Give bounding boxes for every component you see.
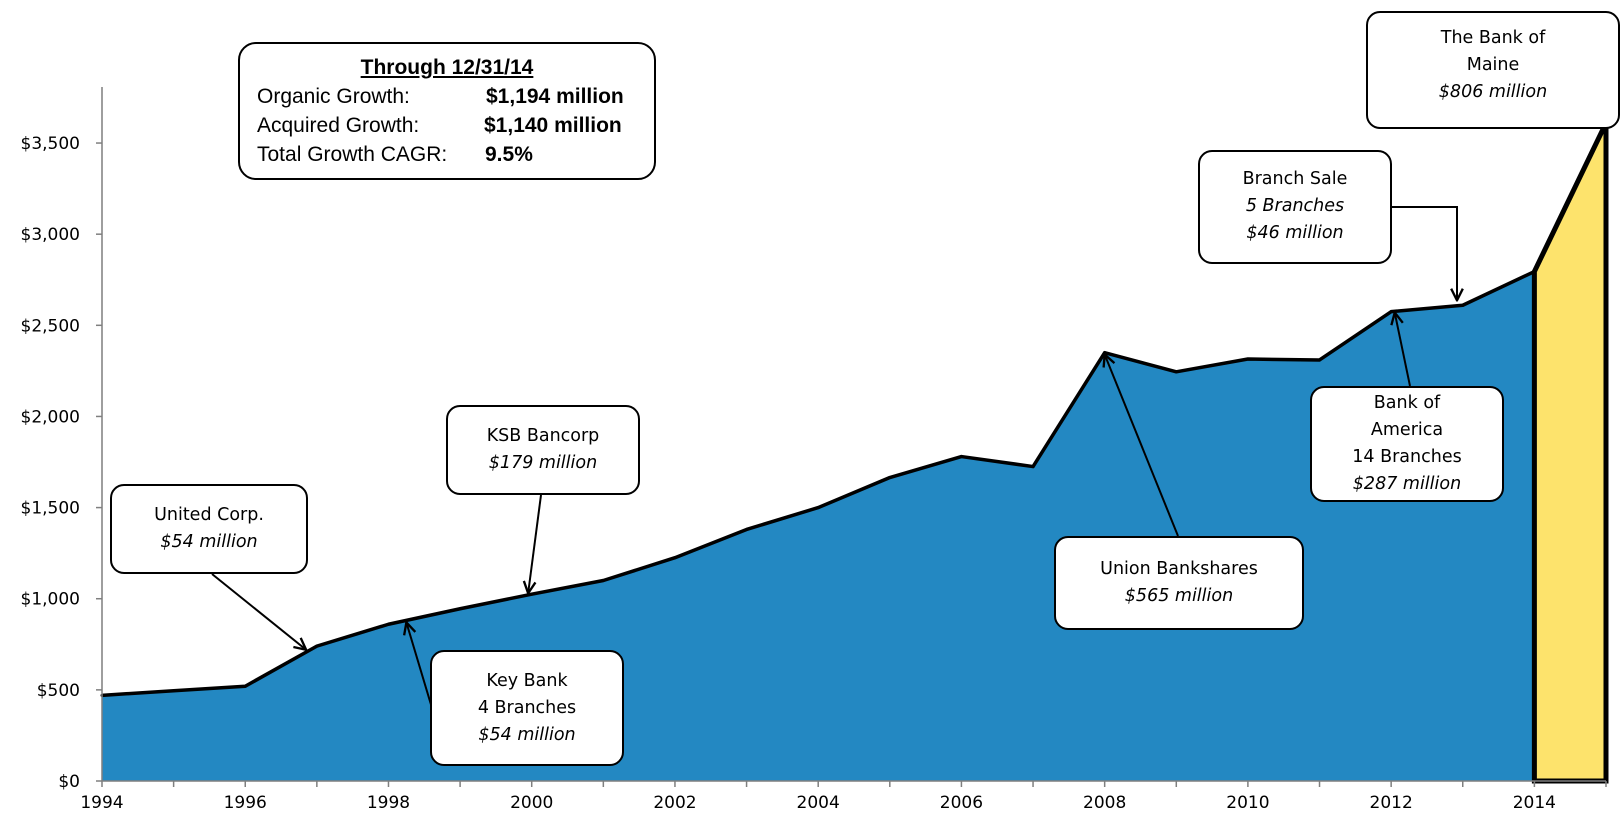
callout-detail: 4 Branches — [477, 698, 577, 718]
x-tick-label: 2002 — [653, 793, 696, 813]
y-tick-label: $0 — [58, 772, 80, 792]
data-point — [601, 578, 605, 582]
data-point — [1389, 310, 1393, 314]
callout-label: Branch Sale — [1242, 169, 1348, 189]
data-point — [745, 527, 749, 531]
callout-detail: 14 Branches — [1352, 447, 1462, 467]
callout-amount: $287 million — [1352, 474, 1462, 494]
callout-amount: $46 million — [1246, 223, 1344, 243]
data-point — [959, 455, 963, 459]
callout-label: Key Bank — [486, 671, 568, 691]
y-tick-label: $1,500 — [21, 499, 80, 519]
callout-label-2: Maine — [1466, 55, 1520, 75]
data-point — [315, 644, 319, 648]
data-point — [1031, 465, 1035, 469]
data-point — [1532, 270, 1536, 274]
callout-key-bank: Key Bank 4 Branches $54 million — [430, 650, 624, 766]
x-tick-label: 2010 — [1226, 793, 1269, 813]
summary-title: Through 12/31/14 — [360, 56, 534, 79]
callout-label: The Bank of — [1440, 28, 1546, 48]
summary-label: Total Growth CAGR: — [257, 143, 448, 166]
summary-row-organic: Organic Growth: $1,194 million — [240, 82, 654, 111]
data-point — [243, 684, 247, 688]
data-point — [1461, 303, 1465, 307]
summary-row-acquired: Acquired Growth: $1,140 million — [240, 111, 654, 140]
callout-amount: $806 million — [1438, 82, 1548, 102]
y-tick-label: $2,500 — [21, 316, 80, 336]
callout-amount: $54 million — [478, 725, 576, 745]
callout-label: Union Bankshares — [1100, 559, 1258, 579]
data-point — [386, 622, 390, 626]
annotation-arrow — [1395, 313, 1411, 387]
data-point — [1246, 357, 1250, 361]
x-tick-label: 2004 — [797, 793, 840, 813]
data-point — [458, 607, 462, 611]
summary-box: Through 12/31/14 Organic Growth: $1,194 … — [238, 42, 656, 180]
callout-bank-of-america: Bank of America 14 Branches $287 million — [1310, 386, 1504, 502]
y-tick-label: $500 — [37, 681, 80, 701]
y-tick-label: $1,000 — [21, 590, 80, 610]
data-point — [1103, 351, 1107, 355]
callout-union-bankshares: Union Bankshares $565 million — [1054, 536, 1304, 630]
x-tick-label: 1996 — [224, 793, 267, 813]
data-point — [888, 476, 892, 480]
callout-united-corp: United Corp. $54 million — [110, 484, 308, 574]
series-area — [102, 271, 1535, 781]
callout-amount: $54 million — [160, 532, 258, 552]
callout-label: Bank of — [1373, 393, 1441, 413]
summary-value: $1,140 million — [484, 114, 622, 137]
x-tick-label: 2006 — [940, 793, 983, 813]
annotation-arrow — [406, 622, 433, 709]
summary-row-cagr: Total Growth CAGR: 9.5% — [240, 140, 654, 169]
data-point — [172, 689, 176, 693]
annotation-arrow — [1392, 206, 1457, 300]
callout-label: United Corp. — [154, 505, 264, 525]
summary-label: Organic Growth: — [257, 85, 410, 108]
summary-value: 9.5% — [485, 143, 533, 166]
callout-label-2: America — [1370, 420, 1444, 440]
annotation-arrow — [1105, 354, 1179, 537]
callout-detail: 5 Branches — [1245, 196, 1345, 216]
x-tick-label: 1994 — [80, 793, 123, 813]
callout-bank-of-maine: The Bank of Maine $806 million — [1366, 11, 1620, 129]
data-point — [673, 556, 677, 560]
highlight-area — [1531, 121, 1609, 784]
summary-value: $1,194 million — [486, 85, 624, 108]
data-point — [1318, 358, 1322, 362]
data-point — [530, 592, 534, 596]
callout-label: KSB Bancorp — [486, 426, 600, 446]
callout-amount: $565 million — [1124, 586, 1234, 606]
summary-label: Acquired Growth: — [257, 114, 420, 137]
annotation-arrow — [528, 494, 542, 593]
data-point — [816, 506, 820, 510]
y-tick-label: $3,500 — [21, 134, 80, 154]
data-point — [1174, 370, 1178, 374]
x-tick-label: 2000 — [510, 793, 553, 813]
annotation-arrow — [211, 573, 306, 650]
x-tick-label: 1998 — [367, 793, 410, 813]
x-tick-label: 2012 — [1370, 793, 1413, 813]
x-tick-label: 2014 — [1513, 793, 1556, 813]
y-tick-label: $2,000 — [21, 407, 80, 427]
x-tick-label: 2008 — [1083, 793, 1126, 813]
y-tick-label: $3,000 — [21, 225, 80, 245]
callout-ksb-bancorp: KSB Bancorp $179 million — [446, 405, 640, 495]
callout-amount: $179 million — [488, 453, 598, 473]
callout-branch-sale: Branch Sale 5 Branches $46 million — [1198, 150, 1392, 264]
